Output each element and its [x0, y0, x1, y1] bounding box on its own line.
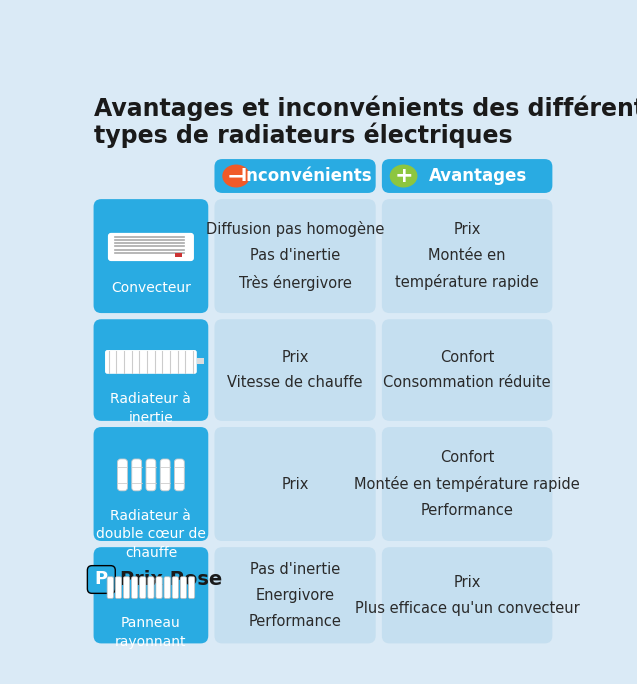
Text: Pas d'inertie
Energivore
Performance: Pas d'inertie Energivore Performance	[248, 562, 341, 629]
FancyBboxPatch shape	[146, 459, 156, 491]
Text: Confort
Consommation réduite: Confort Consommation réduite	[383, 350, 551, 391]
Text: Panneau
rayonnant: Panneau rayonnant	[115, 616, 187, 649]
FancyBboxPatch shape	[382, 319, 552, 421]
FancyBboxPatch shape	[215, 199, 376, 313]
Text: Convecteur: Convecteur	[111, 281, 191, 295]
FancyBboxPatch shape	[87, 566, 115, 593]
Bar	[175, 253, 182, 257]
FancyBboxPatch shape	[215, 547, 376, 644]
FancyBboxPatch shape	[94, 199, 208, 313]
Text: −: −	[227, 166, 245, 186]
Text: Prix
Vitesse de chauffe: Prix Vitesse de chauffe	[227, 350, 363, 391]
FancyBboxPatch shape	[94, 319, 208, 421]
Ellipse shape	[390, 166, 417, 187]
Text: +: +	[394, 166, 413, 186]
FancyBboxPatch shape	[105, 350, 197, 374]
FancyBboxPatch shape	[107, 577, 113, 598]
Text: Prix
Plus efficace qu'un convecteur: Prix Plus efficace qu'un convecteur	[355, 575, 580, 616]
FancyBboxPatch shape	[215, 159, 376, 193]
FancyBboxPatch shape	[172, 577, 178, 598]
Text: Diffusion pas homogène
Pas d'inertie
Très énergivore: Diffusion pas homogène Pas d'inertie Trè…	[206, 222, 384, 291]
Text: Radiateur à
inertie: Radiateur à inertie	[110, 393, 191, 425]
FancyBboxPatch shape	[118, 459, 127, 491]
FancyBboxPatch shape	[108, 233, 194, 261]
FancyBboxPatch shape	[382, 427, 552, 541]
FancyBboxPatch shape	[215, 427, 376, 541]
FancyBboxPatch shape	[189, 577, 195, 598]
Text: Avantages et inconvénients des différents: Avantages et inconvénients des différent…	[94, 96, 637, 122]
FancyBboxPatch shape	[124, 577, 130, 598]
Ellipse shape	[223, 166, 249, 187]
Text: Radiateur à
double cœur de
chauffe: Radiateur à double cœur de chauffe	[96, 509, 206, 560]
Text: Prix Pose: Prix Pose	[120, 570, 222, 589]
FancyBboxPatch shape	[131, 577, 138, 598]
FancyBboxPatch shape	[382, 547, 552, 644]
FancyBboxPatch shape	[382, 199, 552, 313]
FancyBboxPatch shape	[115, 577, 122, 598]
FancyBboxPatch shape	[140, 577, 146, 598]
Text: Inconvénients: Inconvénients	[240, 167, 372, 185]
Text: Confort
Montée en température rapide
Performance: Confort Montée en température rapide Per…	[354, 450, 580, 518]
FancyBboxPatch shape	[215, 319, 376, 421]
FancyBboxPatch shape	[156, 577, 162, 598]
FancyBboxPatch shape	[164, 577, 170, 598]
FancyBboxPatch shape	[94, 547, 208, 644]
FancyBboxPatch shape	[175, 459, 184, 491]
FancyBboxPatch shape	[94, 427, 208, 541]
FancyBboxPatch shape	[148, 577, 154, 598]
Text: Prix: Prix	[282, 477, 309, 492]
Bar	[197, 358, 204, 365]
FancyBboxPatch shape	[161, 459, 170, 491]
Text: Prix
Montée en
température rapide: Prix Montée en température rapide	[396, 222, 539, 290]
Text: Avantages: Avantages	[429, 167, 527, 185]
Text: P: P	[95, 570, 108, 588]
FancyBboxPatch shape	[382, 159, 552, 193]
FancyBboxPatch shape	[132, 459, 141, 491]
FancyBboxPatch shape	[180, 577, 187, 598]
Text: types de radiateurs électriques: types de radiateurs électriques	[94, 122, 512, 148]
